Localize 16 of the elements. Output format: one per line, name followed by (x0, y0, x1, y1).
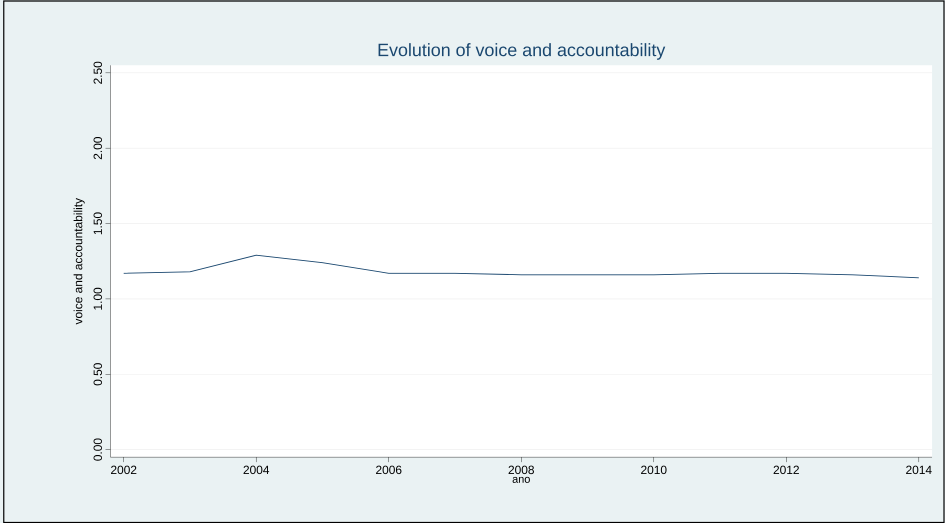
x-tick-label: 2002 (111, 465, 136, 474)
x-tick-label: 2004 (244, 465, 270, 474)
y-tick-label: 1.50 (94, 212, 102, 234)
y-tick-label: 1.00 (94, 288, 102, 310)
x-tick-label: 2010 (641, 465, 667, 474)
y-tick-label: 0.00 (94, 438, 102, 461)
y-tick-label: 2.50 (94, 61, 102, 84)
x-tick-label: 2012 (774, 465, 799, 474)
y-tick-label: 2.00 (94, 136, 102, 159)
y-tick-label: 0.50 (94, 362, 102, 386)
x-axis-title: ano (512, 476, 530, 483)
x-tick-label: 2006 (376, 465, 402, 474)
y-axis-title: voice and accountability (74, 198, 85, 324)
chart-title: Evolution of voice and accountability (378, 42, 666, 60)
x-tick-label: 2008 (508, 465, 534, 474)
x-tick-label: 2014 (906, 465, 932, 474)
